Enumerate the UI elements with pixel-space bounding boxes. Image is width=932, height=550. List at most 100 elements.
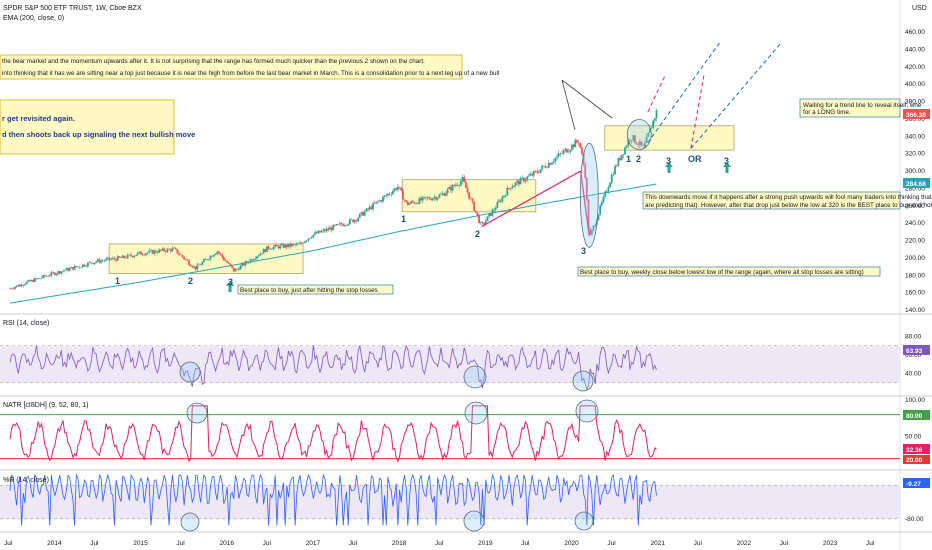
candle-body: [532, 171, 535, 176]
pointer-lines: [561, 79, 613, 131]
candle-body: [241, 263, 243, 266]
candle-body: [101, 260, 104, 262]
candle-body: [584, 164, 587, 179]
candle-body: [214, 253, 217, 255]
candle-body: [179, 254, 182, 256]
candle-body: [541, 165, 544, 170]
candle-body: [329, 227, 331, 230]
candle-body: [612, 174, 615, 175]
candle-body: [189, 264, 192, 267]
candle-body: [476, 212, 479, 216]
candle-body: [350, 219, 353, 220]
candle-body: [405, 200, 408, 202]
candle-body: [643, 142, 646, 146]
candle-body: [579, 143, 582, 148]
candle-body: [650, 128, 653, 129]
x-tick-label: 2020: [564, 540, 579, 547]
candle-body: [370, 206, 373, 210]
candle-body: [400, 187, 403, 191]
candle-body: [614, 165, 616, 175]
annotations: [179, 40, 782, 532]
candle-body: [272, 246, 275, 250]
candle-body: [448, 187, 451, 190]
candle-body: [582, 153, 585, 165]
candle-body: [494, 208, 497, 210]
candle-body: [562, 150, 565, 154]
candle-body: [504, 195, 507, 197]
y-tick-label: 280.00: [905, 185, 925, 192]
candle-body: [526, 176, 529, 180]
wpr-tick-label: -80.00: [905, 516, 924, 523]
candle-body: [282, 244, 285, 248]
candle-body: [398, 186, 401, 188]
indicator-circle: [463, 365, 487, 389]
candle-body: [96, 259, 99, 262]
candle-body: [443, 193, 446, 196]
or-label: OR: [688, 154, 702, 164]
candle-body: [10, 288, 13, 289]
candle-body: [519, 177, 522, 185]
note-down-2: are predicting that). However, after tha…: [645, 202, 932, 209]
candle-body: [158, 249, 161, 253]
candle-body: [224, 260, 227, 262]
ema-path: [9, 183, 657, 304]
range2-label-2: 2: [475, 229, 480, 239]
y-tick-label: 460.00: [905, 29, 925, 36]
candle-body: [632, 135, 635, 141]
candle-body: [251, 259, 253, 261]
candle-body: [38, 278, 41, 279]
x-tick-label: 2014: [47, 540, 62, 547]
candle-body: [33, 278, 36, 282]
candle-body: [80, 267, 83, 268]
candle-body: [125, 257, 127, 259]
candle-body: [204, 259, 207, 260]
candle-body: [63, 270, 66, 271]
candle-body: [571, 144, 573, 150]
candle-body: [411, 201, 414, 203]
candle-body: [12, 288, 15, 290]
candle-body: [95, 261, 98, 263]
candle-body: [652, 120, 655, 129]
x-tick-label: Jul: [263, 540, 272, 547]
x-tick-label: Jul: [176, 540, 185, 547]
candle-body: [438, 194, 441, 198]
candle-body: [343, 225, 346, 226]
candle-body: [148, 250, 151, 253]
candle-body: [352, 219, 355, 223]
price-badges: 366.30 284.68 63.93 80.00 32.36 20.00 -9…: [903, 109, 930, 488]
range4-label-3b: 3: [724, 156, 729, 166]
range4-label-2: 2: [636, 154, 641, 164]
candle-body: [546, 167, 548, 169]
candle-body: [254, 258, 257, 260]
note-left-1: r get revisited again.: [2, 114, 75, 123]
range3-label-3: 3: [581, 246, 586, 256]
candle-body: [572, 144, 575, 148]
candle-body: [478, 215, 481, 224]
candle-body: [178, 253, 180, 255]
candle-body: [55, 273, 58, 275]
candle-body: [481, 222, 484, 224]
candle-body: [42, 275, 45, 278]
candle-body: [290, 244, 293, 247]
candle-body: [503, 195, 505, 198]
candle-body: [131, 255, 134, 258]
candle-body: [358, 213, 361, 218]
y-tick-label: 300.00: [905, 168, 925, 175]
candle-body: [284, 244, 287, 248]
x-tick-label: Jul: [694, 540, 703, 547]
candle-body: [176, 249, 179, 254]
candle-body: [393, 188, 396, 192]
candle-body: [648, 128, 651, 133]
y-tick-label: 380.00: [905, 99, 925, 106]
x-tick-label: 2015: [133, 540, 148, 547]
candle-body: [363, 211, 366, 216]
candle-body: [415, 202, 418, 204]
candle-body: [198, 264, 200, 266]
candle-body: [537, 172, 540, 174]
candle-body: [428, 197, 431, 200]
candle-body: [549, 162, 552, 165]
badge-last: 366.30: [906, 112, 926, 119]
x-tick-label: 2022: [737, 540, 752, 547]
candle-body: [445, 193, 447, 196]
candle-body: [25, 281, 28, 285]
